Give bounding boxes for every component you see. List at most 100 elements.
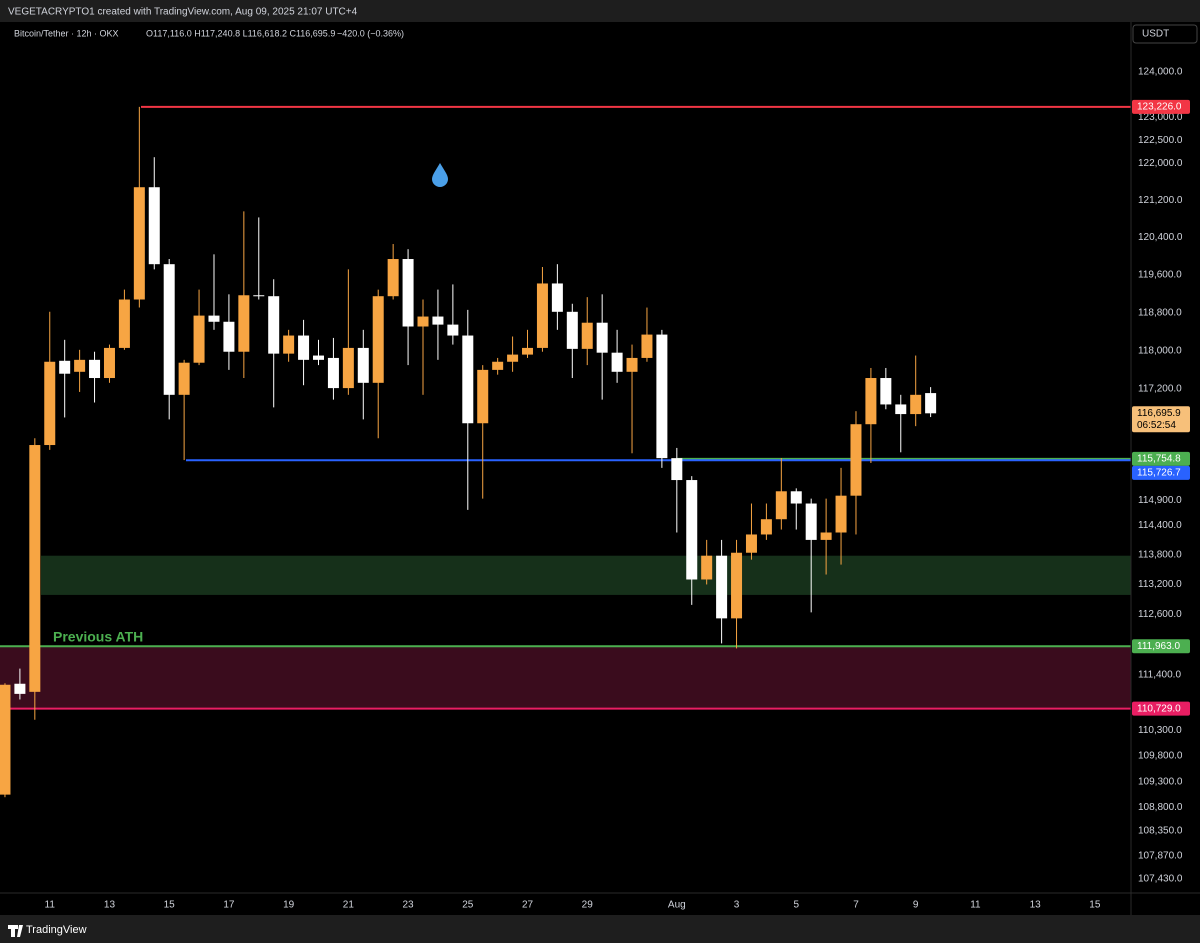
candle-body — [118, 299, 130, 348]
currency-box[interactable] — [1132, 24, 1198, 44]
candle-body — [432, 316, 444, 325]
price-tag — [1132, 451, 1190, 466]
y-tick-label: 118,000.0 — [1138, 345, 1182, 356]
x-tick-label: 25 — [462, 900, 474, 911]
candle-body — [611, 352, 623, 372]
candle-body — [880, 378, 892, 405]
y-tick-label: 108,350.0 — [1138, 825, 1183, 836]
candle-body — [133, 187, 145, 300]
candle-body — [312, 355, 324, 360]
x-tick-label: 21 — [343, 900, 355, 911]
candle-body — [253, 295, 265, 297]
candle-body — [835, 495, 847, 533]
price-tag-label: 115,726.7 — [1137, 468, 1181, 479]
y-tick-label: 107,870.0 — [1138, 850, 1183, 861]
candle-body — [223, 321, 235, 352]
price-tag-label: 115,754.8 — [1137, 454, 1181, 465]
price-tag — [1132, 465, 1190, 480]
currency: USDT — [1142, 29, 1169, 40]
x-tick-label: 7 — [853, 900, 859, 911]
candle-body — [596, 322, 608, 353]
top-bar — [0, 0, 1200, 22]
credit: VEGETACRYPTO1 created with TradingView.c… — [8, 7, 358, 18]
ohlc: O117,116.0 H117,240.8 L116,618.2 C116,69… — [146, 28, 335, 38]
logo — [8, 925, 23, 937]
candle-body — [581, 322, 593, 349]
candle-body — [820, 532, 832, 540]
x-tick-label: 3 — [734, 900, 740, 911]
candle-body — [103, 347, 115, 379]
x-tick-label: 15 — [164, 900, 176, 911]
candle-body — [745, 534, 757, 553]
x-tick-label: 9 — [913, 900, 919, 911]
y-tick-label: 109,800.0 — [1138, 751, 1183, 762]
brand: TradingView — [26, 924, 87, 936]
candle-body — [507, 354, 519, 362]
candle-body — [731, 552, 743, 619]
price-tag-label: 123,226.0 — [1137, 102, 1182, 113]
x-tick-label: Aug — [668, 900, 686, 911]
candle-body — [925, 393, 937, 414]
candle-body — [910, 394, 922, 415]
candle-body — [775, 491, 787, 520]
zone — [41, 555, 1131, 595]
candle-body — [805, 503, 817, 540]
candle-body — [895, 404, 907, 415]
y-tick-label: 111,400.0 — [1138, 669, 1181, 680]
x-tick-label: 27 — [522, 900, 534, 911]
candle-body — [865, 378, 877, 425]
y-tick-label: 122,500.0 — [1138, 135, 1183, 146]
y-tick-label: 120,400.0 — [1138, 232, 1183, 243]
y-tick-label: 114,400.0 — [1138, 520, 1182, 531]
candle-body — [268, 296, 280, 354]
x-tick-label: 13 — [104, 900, 116, 911]
y-tick-label: 110,300.0 — [1138, 725, 1182, 736]
candle-body — [522, 347, 534, 355]
candle-body — [283, 335, 295, 354]
candle-body — [701, 555, 713, 580]
x-tick-label: 5 — [793, 900, 799, 911]
candle-body — [656, 334, 668, 459]
price-tag — [1132, 99, 1190, 114]
x-tick-label: 13 — [1030, 900, 1042, 911]
symbol: Bitcoin/Tether · 12h · OKX — [14, 28, 119, 38]
candle-body — [566, 311, 578, 349]
candle-body — [44, 361, 56, 446]
candle-body — [148, 187, 160, 265]
x-tick-label: 17 — [223, 900, 235, 911]
candle-body — [342, 347, 354, 389]
y-tick-label: 114,900.0 — [1138, 495, 1182, 506]
x-tick-label: 11 — [970, 900, 981, 911]
price-tag-label: 111,963.0 — [1137, 641, 1180, 652]
x-tick-label: 11 — [45, 900, 56, 911]
candle-body — [447, 324, 459, 336]
bottom-bar — [0, 915, 1200, 943]
x-tick-label: 15 — [1089, 900, 1101, 911]
y-tick-label: 109,300.0 — [1138, 776, 1183, 787]
candle-body — [626, 357, 638, 372]
y-tick-label: 108,800.0 — [1138, 802, 1183, 813]
candle-body — [417, 316, 429, 327]
y-tick-label: 124,000.0 — [1138, 66, 1183, 77]
x-tick-label: 29 — [582, 900, 594, 911]
price-tag — [1132, 406, 1190, 433]
candle-body — [536, 283, 548, 348]
candle-body — [298, 335, 310, 360]
candle-body — [372, 296, 384, 383]
candle-body — [387, 259, 399, 297]
change: −420.0 (−0.36%) — [337, 28, 404, 38]
y-tick-label: 107,430.0 — [1138, 873, 1183, 884]
zone — [0, 646, 1131, 709]
price-tag-label: 116,695.9 — [1137, 408, 1181, 419]
y-tick-label: 113,800.0 — [1138, 549, 1182, 560]
y-tick-label: 112,600.0 — [1138, 609, 1182, 620]
candle-body — [671, 458, 683, 481]
plot-area — [0, 105, 1131, 798]
candle-body — [477, 369, 489, 424]
candle-body — [462, 335, 474, 424]
y-tick-label: 113,200.0 — [1138, 579, 1182, 590]
candle-body — [716, 555, 728, 619]
candle-body — [760, 519, 772, 535]
